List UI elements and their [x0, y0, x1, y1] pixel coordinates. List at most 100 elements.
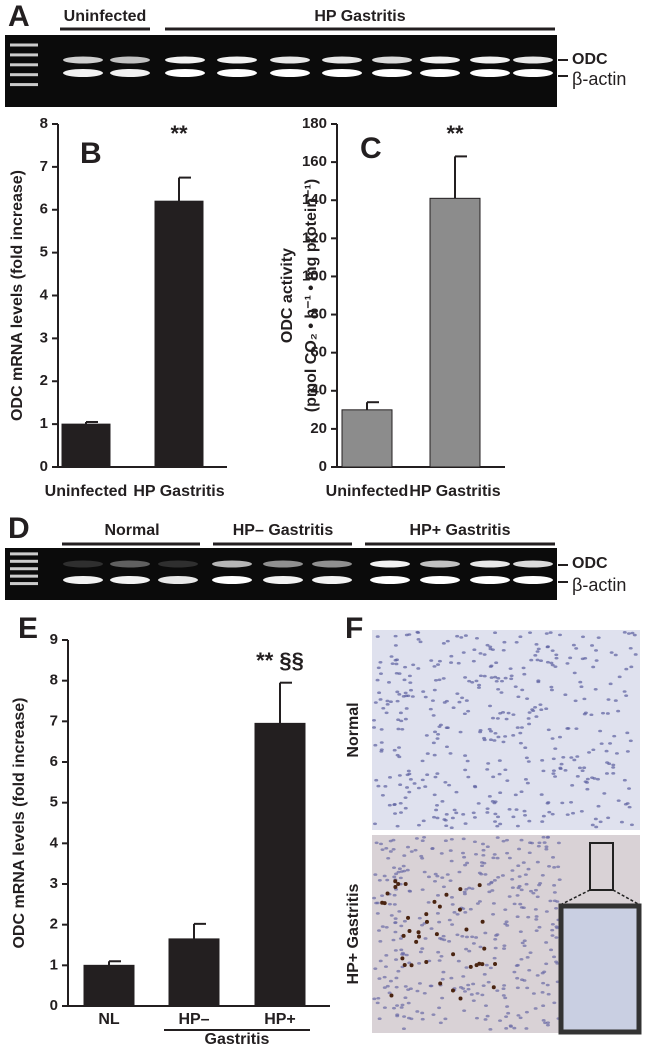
cell	[507, 895, 512, 898]
y-tick-label: 0	[40, 458, 48, 475]
cell	[408, 778, 413, 781]
cell	[382, 975, 387, 979]
stained-cell	[438, 981, 443, 986]
cell	[541, 981, 546, 985]
cell	[401, 1027, 406, 1030]
cell	[462, 890, 467, 894]
cell	[616, 709, 621, 713]
cell	[577, 766, 582, 770]
cell	[499, 691, 504, 694]
cell	[541, 1019, 546, 1022]
cell	[411, 663, 416, 667]
cell	[456, 661, 461, 665]
gel-band	[513, 560, 553, 568]
gel-band	[263, 576, 303, 584]
panel-label: C	[360, 132, 382, 165]
cell	[482, 674, 487, 678]
cell	[458, 730, 463, 734]
cell	[427, 959, 432, 963]
cell	[548, 899, 553, 903]
cell	[385, 703, 390, 706]
ladder-band	[10, 43, 38, 47]
y-tick-label: 4	[40, 286, 49, 303]
cell	[513, 685, 518, 688]
cell	[489, 880, 494, 884]
cell	[431, 741, 436, 745]
cell	[556, 865, 561, 869]
cell	[502, 984, 507, 987]
cell	[396, 969, 401, 973]
cell	[519, 957, 524, 961]
cell	[614, 752, 619, 755]
y-tick-label: 1	[40, 415, 48, 432]
cell	[398, 711, 403, 715]
cell	[495, 933, 500, 936]
cell	[514, 808, 519, 811]
y-tick-label: 0	[319, 458, 327, 475]
cell	[546, 992, 551, 996]
cell	[554, 906, 559, 910]
cell	[420, 856, 425, 860]
cell	[485, 811, 490, 814]
cell	[540, 873, 545, 877]
cell	[493, 675, 498, 679]
cell	[437, 959, 442, 962]
cell	[550, 934, 555, 937]
cell	[447, 940, 452, 943]
y-tick-label: 5	[40, 244, 48, 261]
cell	[493, 631, 498, 635]
annotation: **	[446, 121, 464, 146]
cell	[486, 883, 491, 886]
cell	[423, 937, 428, 940]
cell	[470, 681, 475, 684]
cell	[551, 757, 556, 761]
cell	[445, 873, 450, 876]
stained-cell	[458, 887, 463, 892]
cell	[529, 889, 534, 893]
cell	[375, 912, 380, 915]
cell	[474, 1016, 479, 1020]
cell	[382, 986, 387, 989]
cell	[544, 910, 549, 913]
cell	[457, 700, 462, 704]
cell	[481, 853, 486, 857]
cell	[438, 1021, 443, 1025]
cell	[629, 665, 634, 669]
cell	[377, 1017, 382, 1020]
cell	[469, 993, 474, 996]
cell	[440, 977, 445, 981]
cell	[554, 656, 559, 660]
cell	[415, 989, 420, 993]
cell	[374, 841, 379, 845]
cell	[475, 902, 480, 905]
cell	[514, 641, 519, 644]
gel-band	[470, 576, 510, 584]
cell	[372, 726, 377, 729]
bar	[429, 197, 481, 468]
cell	[528, 951, 533, 954]
cell	[457, 870, 462, 874]
cell	[518, 731, 523, 735]
cell	[399, 924, 404, 928]
cell	[437, 725, 442, 728]
cell	[471, 659, 476, 663]
cell	[522, 944, 527, 948]
cell	[508, 667, 513, 670]
cell	[619, 820, 624, 824]
cell	[440, 996, 445, 1000]
y-tick-label: 180	[302, 115, 327, 132]
cell	[580, 769, 585, 773]
cell	[528, 631, 533, 634]
cell	[417, 982, 422, 985]
cell	[378, 698, 383, 701]
cell	[520, 941, 525, 945]
cell	[535, 974, 540, 977]
cell	[432, 753, 437, 757]
cell	[503, 735, 508, 738]
cell	[404, 953, 409, 957]
cell	[392, 803, 397, 806]
cell	[504, 717, 509, 721]
cell	[465, 759, 470, 763]
cell	[583, 656, 588, 660]
cell	[408, 987, 413, 991]
